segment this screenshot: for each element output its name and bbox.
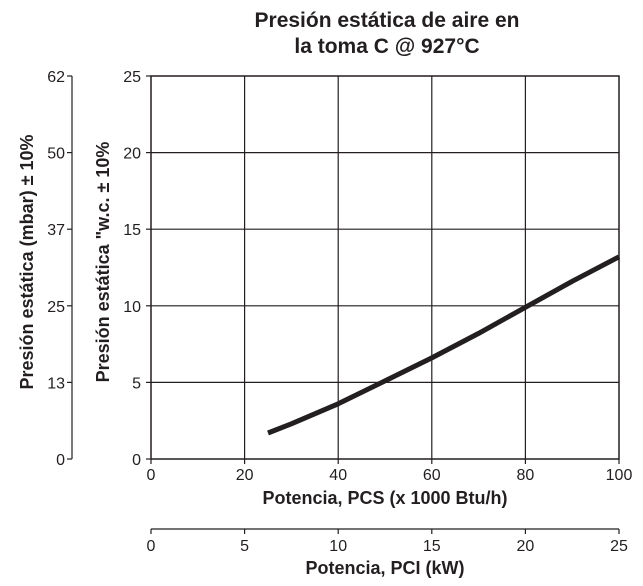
y-axis-primary-tick-label: 15 bbox=[123, 222, 141, 239]
y-axis-primary-tick-label: 20 bbox=[123, 146, 141, 163]
y-axis-primary-tick-label: 5 bbox=[132, 375, 141, 392]
x-axis-secondary-tick-label: 25 bbox=[610, 538, 628, 555]
y-axis-primary-label: Presión estática "w.c. ± 10% bbox=[93, 142, 113, 383]
x-axis-primary-tick-label: 60 bbox=[423, 467, 441, 484]
y-axis-primary-tick-label: 10 bbox=[123, 299, 141, 316]
chart-title-line-2: la toma C @ 927°C bbox=[294, 35, 479, 58]
x-axis-secondary-label: Potencia, PCI (kW) bbox=[305, 558, 464, 578]
x-axis-primary-tick-label: 0 bbox=[147, 467, 156, 484]
y-axis-primary-ticks: 0 5 10 15 20 25 bbox=[123, 69, 151, 469]
x-axis-secondary-tick-label: 10 bbox=[329, 538, 347, 555]
x-axis-primary-label: Potencia, PCS (x 1000 Btu/h) bbox=[262, 488, 507, 508]
x-axis-primary-tick-label: 100 bbox=[606, 467, 633, 484]
y-axis-secondary-tick-label: 37 bbox=[47, 222, 65, 239]
y-axis-secondary-tick-label: 50 bbox=[47, 146, 65, 163]
x-axis-secondary-tick-label: 20 bbox=[517, 538, 535, 555]
data-series bbox=[267, 254, 621, 436]
y-axis-secondary: 0 13 25 37 50 62 bbox=[47, 69, 73, 469]
plot-frame bbox=[150, 75, 620, 460]
x-axis-primary-tick-label: 80 bbox=[517, 467, 535, 484]
x-axis-primary-tick-label: 20 bbox=[236, 467, 254, 484]
y-axis-secondary-tick-label: 62 bbox=[47, 69, 65, 86]
y-axis-secondary-tick-label: 13 bbox=[47, 375, 65, 392]
x-axis-primary-ticks: 0 20 40 60 80 100 bbox=[147, 459, 633, 484]
x-axis-secondary-tick-label: 5 bbox=[240, 538, 249, 555]
y-axis-primary-tick-label: 0 bbox=[132, 452, 141, 469]
x-axis-secondary: 0 5 10 15 20 25 bbox=[147, 528, 628, 555]
y-axis-secondary-tick-label: 0 bbox=[56, 452, 65, 469]
y-axis-primary-tick-label: 25 bbox=[123, 69, 141, 86]
series-line bbox=[267, 254, 621, 436]
x-axis-secondary-tick-label: 0 bbox=[147, 538, 156, 555]
y-axis-secondary-tick-label: 25 bbox=[47, 299, 65, 316]
grid bbox=[151, 76, 619, 459]
chart-title-line-1: Presión estática de aire en bbox=[255, 9, 520, 32]
x-axis-secondary-tick-label: 15 bbox=[423, 538, 441, 555]
y-axis-secondary-label: Presión estática (mbar) ± 10% bbox=[17, 135, 37, 390]
x-axis-primary-tick-label: 40 bbox=[329, 467, 347, 484]
